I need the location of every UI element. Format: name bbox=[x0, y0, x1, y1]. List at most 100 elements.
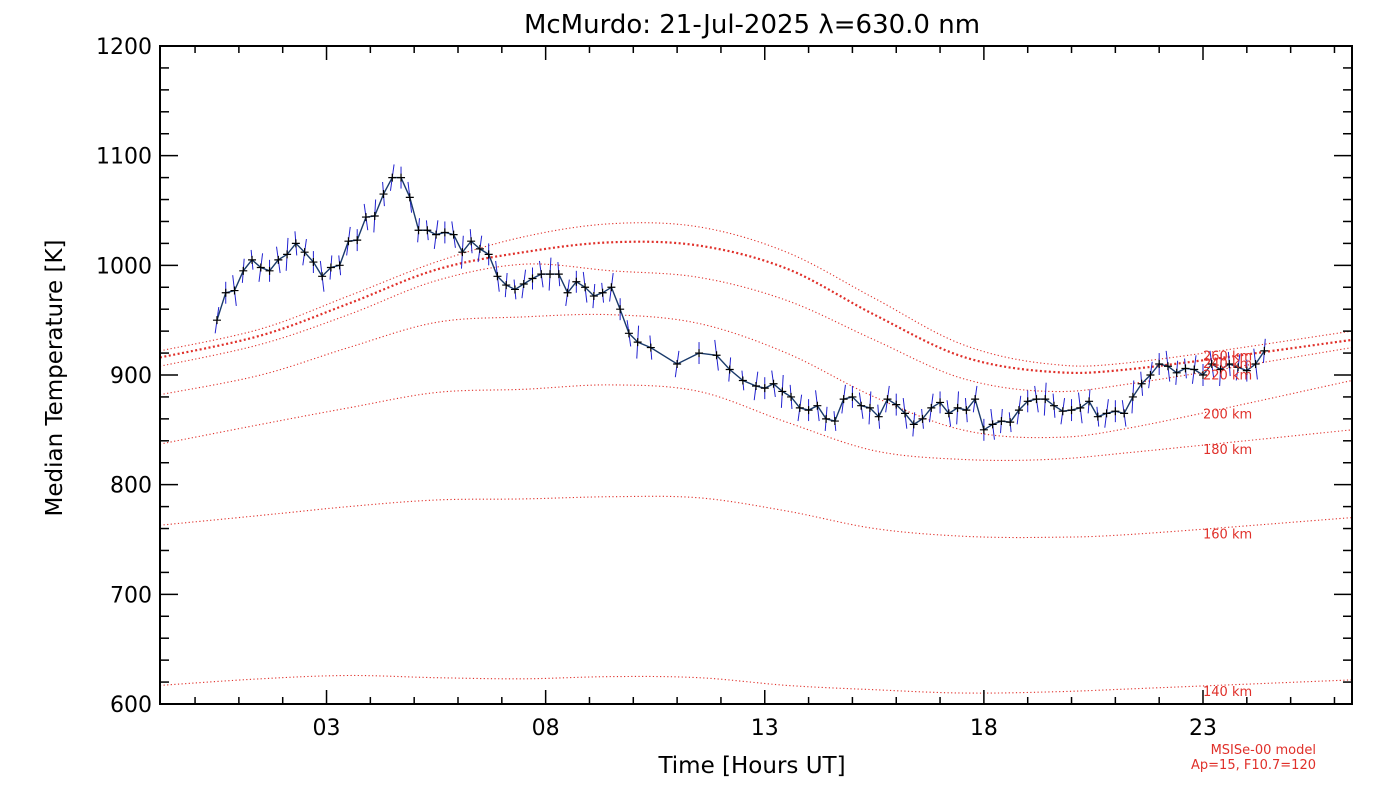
data-point bbox=[484, 250, 493, 259]
data-point bbox=[1172, 368, 1181, 377]
data-point bbox=[1190, 365, 1199, 374]
data-point bbox=[1207, 360, 1216, 369]
data-point bbox=[1251, 360, 1260, 369]
data-point bbox=[1067, 406, 1076, 415]
data-point bbox=[283, 250, 292, 259]
data-point bbox=[874, 412, 883, 421]
data-point bbox=[712, 351, 721, 360]
data-point bbox=[1163, 362, 1172, 371]
data-point bbox=[769, 379, 778, 388]
model-curve-200km bbox=[160, 313, 1352, 439]
data-point bbox=[1032, 395, 1041, 404]
data-point bbox=[353, 236, 362, 245]
data-point bbox=[1085, 397, 1094, 406]
data-point bbox=[1128, 392, 1137, 401]
data-point bbox=[616, 305, 625, 314]
data-point bbox=[405, 193, 414, 202]
data-point bbox=[239, 266, 248, 275]
data-point bbox=[546, 270, 555, 279]
data-point bbox=[370, 211, 379, 220]
data-point bbox=[971, 395, 980, 404]
x-tick-label: 23 bbox=[1189, 716, 1217, 741]
x-tick-label: 03 bbox=[313, 716, 341, 741]
data-point bbox=[537, 270, 546, 279]
data-point bbox=[414, 226, 423, 235]
data-point bbox=[695, 349, 704, 358]
model-label-240km: 240 km bbox=[1203, 357, 1252, 372]
y-tick-label: 1100 bbox=[96, 145, 152, 170]
data-point bbox=[423, 226, 432, 235]
data-point bbox=[1111, 407, 1120, 416]
data-point bbox=[848, 392, 857, 401]
data-point bbox=[1102, 409, 1111, 418]
data-point bbox=[335, 261, 344, 270]
data-point bbox=[510, 285, 519, 294]
model-label-160km: 160 km bbox=[1203, 527, 1252, 542]
model-curve-160km bbox=[160, 495, 1352, 539]
data-point bbox=[909, 420, 918, 429]
data-point bbox=[397, 173, 406, 182]
data-point bbox=[1023, 397, 1032, 406]
data-point bbox=[830, 417, 839, 426]
data-point bbox=[725, 365, 734, 374]
y-tick-label: 1000 bbox=[96, 254, 152, 279]
data-point bbox=[467, 237, 476, 246]
data-point bbox=[318, 272, 327, 281]
data-point bbox=[458, 248, 467, 257]
x-axis-title: Time [Hours UT] bbox=[657, 753, 845, 779]
data-point bbox=[291, 239, 300, 248]
data-point bbox=[502, 281, 511, 290]
data-point bbox=[379, 190, 388, 199]
data-point bbox=[1006, 418, 1015, 427]
data-point bbox=[300, 248, 309, 257]
data-point bbox=[265, 266, 274, 275]
data-point bbox=[778, 387, 787, 396]
data-point bbox=[1041, 395, 1050, 404]
data-point bbox=[1050, 401, 1058, 410]
y-tick-label: 900 bbox=[110, 364, 152, 389]
data-point bbox=[892, 400, 901, 409]
data-point bbox=[309, 258, 318, 267]
model-label-220km: 220 km bbox=[1203, 368, 1252, 383]
data-point bbox=[927, 403, 936, 412]
data-point bbox=[581, 283, 590, 292]
data-point bbox=[326, 263, 335, 272]
data-point bbox=[1014, 406, 1023, 415]
y-axis-title: Median Temperature [K] bbox=[42, 240, 68, 517]
model-footnote-params: Ap=15, F10.7=120 bbox=[1191, 758, 1316, 773]
data-point bbox=[554, 270, 563, 279]
data-point bbox=[607, 283, 616, 292]
data-point bbox=[528, 274, 537, 283]
data-point bbox=[388, 173, 397, 182]
y-tick-label: 1200 bbox=[96, 35, 152, 60]
data-point bbox=[787, 392, 796, 401]
model-label-260km: 260 km bbox=[1203, 349, 1252, 364]
data-point bbox=[752, 381, 760, 390]
y-tick-label: 800 bbox=[110, 474, 152, 499]
data-point bbox=[1216, 365, 1225, 374]
data-point bbox=[256, 263, 265, 272]
data-point bbox=[1225, 360, 1234, 369]
data-point bbox=[440, 228, 449, 237]
data-point bbox=[883, 395, 892, 404]
data-point bbox=[839, 395, 848, 404]
data-point bbox=[997, 417, 1006, 426]
data-point bbox=[979, 425, 988, 434]
data-point bbox=[344, 237, 353, 246]
data-point bbox=[795, 403, 804, 412]
data-point bbox=[1199, 371, 1207, 379]
data-point bbox=[1242, 366, 1251, 375]
model-label-140km: 140 km bbox=[1203, 685, 1252, 700]
data-point bbox=[857, 401, 866, 410]
data-point bbox=[1058, 407, 1067, 416]
model-curves bbox=[160, 222, 1352, 694]
x-tick-label: 18 bbox=[970, 716, 998, 741]
data-point bbox=[248, 255, 257, 264]
model-footnote-name: MSISe-00 model bbox=[1211, 743, 1316, 758]
data-point bbox=[563, 288, 572, 297]
x-tick-label: 13 bbox=[751, 716, 779, 741]
data-point bbox=[901, 409, 909, 418]
data-point bbox=[598, 288, 607, 297]
data-point bbox=[274, 255, 283, 264]
